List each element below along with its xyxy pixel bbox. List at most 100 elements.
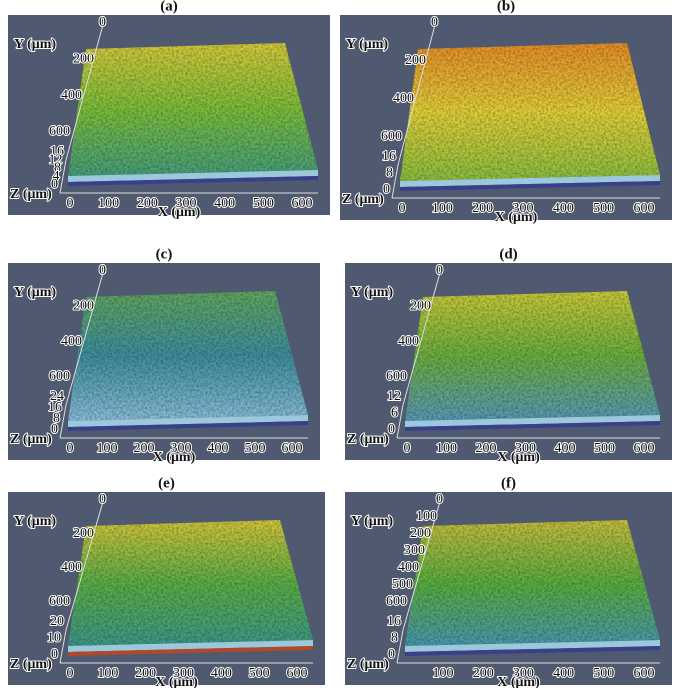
x-axis-label: X (μm): [158, 205, 201, 220]
y-axis-label: Y (μm): [346, 37, 388, 52]
y-axis-line: [402, 268, 442, 406]
x-tick-label: 500: [593, 201, 614, 216]
z-axis-line: [59, 629, 67, 664]
y-tick-label: 100: [416, 509, 437, 524]
x-axis-label: X (μm): [495, 210, 538, 225]
y-tick-label: 500: [392, 577, 413, 592]
z-axis-label: Z (μm): [10, 657, 52, 672]
y-tick-label: 300: [404, 543, 425, 558]
x-tick-label: 400: [214, 196, 235, 211]
x-tick-label: 100: [432, 201, 453, 216]
x-tick-label: 100: [433, 666, 454, 681]
x-tick-label: 0: [67, 196, 74, 211]
z-axis-label: Z (μm): [342, 192, 384, 207]
y-tick-label: 400: [61, 334, 82, 349]
surface-texture: [405, 520, 660, 646]
x-tick-label: 0: [399, 201, 406, 216]
y-axis-label: Y (μm): [14, 285, 56, 300]
y-tick-label: 0: [99, 263, 106, 278]
z-tick-label: 0: [51, 647, 58, 662]
surface-base-light: [68, 415, 308, 427]
x-tick-label: 500: [594, 441, 615, 456]
x-tick-label: 0: [404, 441, 411, 456]
x-tick-label: 0: [67, 666, 74, 681]
x-tick-label: 100: [97, 441, 118, 456]
z-tick-label: 12: [387, 389, 401, 404]
y-axis-line: [65, 497, 105, 631]
x-tick-label: 100: [436, 441, 457, 456]
y-tick-label: 0: [436, 263, 443, 278]
z-tick-label: 8: [391, 631, 398, 646]
x-tick-label: 600: [634, 201, 655, 216]
z-tick-label: 6: [391, 406, 398, 421]
surface-texture: [68, 43, 318, 176]
z-tick-label: 10: [47, 631, 61, 646]
x-tick-label: 300: [515, 441, 536, 456]
x-tick-label: 600: [634, 666, 655, 681]
x-tick-label: 300: [513, 201, 534, 216]
z-tick-label: 16: [50, 144, 64, 159]
y-axis-label: Y (μm): [351, 285, 393, 300]
x-tick-label: 200: [473, 666, 494, 681]
y-tick-label: 0: [99, 492, 106, 507]
z-tick-label: 0: [383, 182, 390, 197]
surface-base: [68, 176, 318, 186]
panel-label: (c): [156, 246, 173, 262]
z-axis-label: Z (μm): [347, 432, 389, 447]
x-tick-label: 600: [287, 666, 308, 681]
z-tick-label: 4: [53, 169, 60, 184]
z-tick-label: 0: [51, 177, 58, 192]
x-axis-label: X (μm): [497, 675, 540, 688]
x-axis-label: X (μm): [155, 675, 198, 688]
z-tick-label: 0: [388, 647, 395, 662]
x-tick-label: 400: [553, 666, 574, 681]
y-tick-label: 400: [393, 91, 414, 106]
x-tick-label: 200: [476, 441, 497, 456]
z-axis-label: Z (μm): [10, 432, 52, 447]
y-tick-label: 400: [61, 560, 82, 575]
x-tick-label: 200: [137, 196, 158, 211]
x-tick-label: 300: [171, 441, 192, 456]
x-tick-label: 200: [472, 201, 493, 216]
y-tick-label: 200: [410, 299, 431, 314]
surface-base: [400, 181, 660, 191]
y-tick-label: 0: [99, 15, 106, 30]
panel-label: (e): [158, 475, 175, 491]
y-tick-label: 0: [436, 492, 443, 507]
z-tick-label: 12: [49, 152, 63, 167]
z-axis-label: Z (μm): [10, 187, 52, 202]
x-tick-label: 200: [134, 441, 155, 456]
z-tick-label: 0: [51, 422, 58, 437]
surface-base-light: [405, 415, 660, 427]
y-axis-label: Y (μm): [351, 514, 393, 529]
x-tick-label: 500: [593, 666, 614, 681]
y-axis-line: [402, 497, 442, 631]
x-tick-label: 300: [513, 666, 534, 681]
x-tick-label: 500: [249, 666, 270, 681]
surface-base-light: [68, 640, 313, 652]
x-tick-label: 0: [67, 441, 74, 456]
x-axis-label: X (μm): [153, 450, 196, 465]
surface-base-light: [405, 640, 660, 652]
y-tick-label: 600: [381, 129, 402, 144]
surface-texture: [400, 43, 660, 181]
y-tick-label: 600: [49, 124, 70, 139]
panel-label: (d): [499, 246, 517, 262]
surface-texture: [68, 520, 313, 646]
z-tick-label: 8: [53, 411, 60, 426]
y-tick-label: 0: [431, 15, 438, 30]
y-tick-label: 400: [398, 560, 419, 575]
y-axis-line: [397, 20, 437, 166]
y-axis-line: [65, 268, 105, 406]
x-tick-label: 400: [553, 201, 574, 216]
x-tick-label: 500: [253, 196, 274, 211]
z-tick-label: 16: [48, 400, 62, 415]
y-axis-label: Y (μm): [14, 37, 56, 52]
x-tick-label: 600: [282, 441, 303, 456]
z-tick-label: 0: [388, 422, 395, 437]
